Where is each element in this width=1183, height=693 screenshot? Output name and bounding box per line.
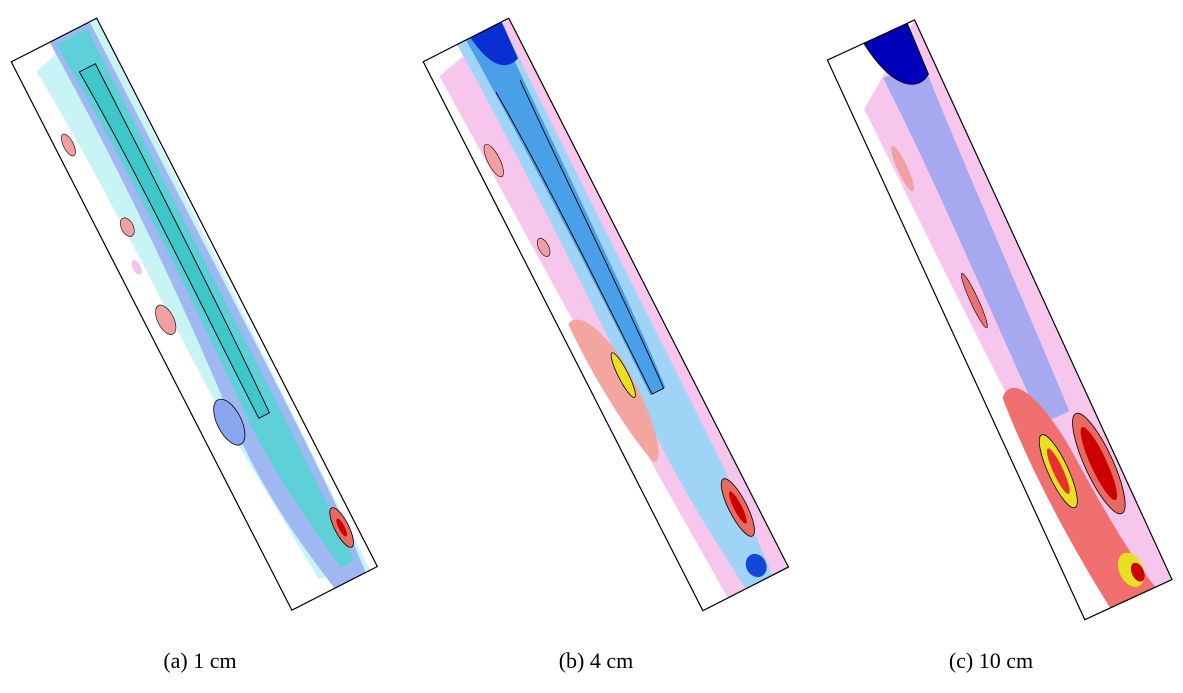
caption: (c) 10 cm xyxy=(949,648,1033,673)
map-panel xyxy=(10,17,379,612)
caption: (a) 1 cm xyxy=(163,648,236,673)
map-panel xyxy=(422,17,790,612)
caption: (b) 4 cm xyxy=(559,648,634,673)
map-panel xyxy=(826,19,1173,621)
